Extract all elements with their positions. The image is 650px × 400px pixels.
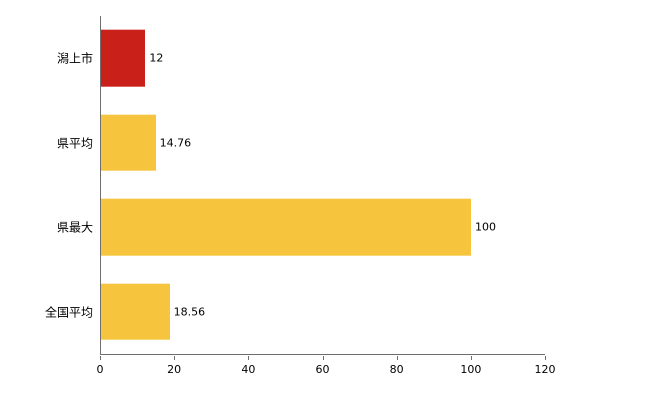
- x-tick-label: 60: [315, 363, 330, 376]
- x-tick-label: 40: [241, 363, 256, 376]
- value-label: 12: [149, 51, 164, 65]
- bar-row: 全国平均 18.56: [45, 270, 545, 355]
- bar-row: 県最大 100: [57, 185, 545, 270]
- bar-row: 県平均 14.76: [57, 101, 545, 186]
- value-label: 14.76: [159, 136, 192, 150]
- value-label: 100: [475, 220, 496, 234]
- x-tick-mark: [545, 356, 546, 360]
- x-tick-mark: [396, 356, 398, 360]
- x-tick-mark: [248, 356, 250, 360]
- x-tick-label: 100: [460, 363, 482, 376]
- plot-area: 潟上市 12 県平均 14.76 県最大 100 全国平均 18.56: [45, 16, 545, 355]
- bar[interactable]: [101, 29, 146, 87]
- x-tick-label: 120: [534, 363, 556, 376]
- category-label: 県最大: [56, 220, 93, 235]
- bar[interactable]: [101, 114, 156, 172]
- x-tick-label: 20: [167, 363, 182, 376]
- bar[interactable]: [101, 198, 471, 256]
- x-tick-mark: [174, 356, 176, 360]
- bar-row: 潟上市 12: [57, 16, 545, 101]
- bar[interactable]: [101, 283, 170, 341]
- x-tick-label: 0: [96, 363, 104, 376]
- x-axis: 0 20 40 60 80 100 120: [96, 356, 556, 382]
- x-tick-label: 80: [389, 363, 404, 376]
- category-label: 潟上市: [56, 51, 93, 66]
- x-tick-mark: [322, 356, 324, 360]
- x-tick-mark: [100, 356, 101, 360]
- category-label: 全国平均: [44, 305, 93, 320]
- category-label: 県平均: [56, 136, 93, 151]
- x-tick-mark: [470, 356, 472, 360]
- value-label: 18.56: [173, 305, 206, 319]
